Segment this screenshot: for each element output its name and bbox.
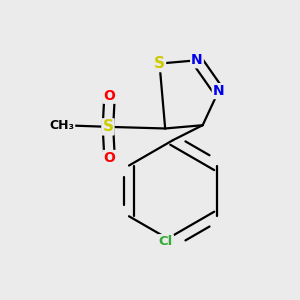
Text: S: S <box>154 56 165 71</box>
Text: O: O <box>103 151 116 165</box>
Text: Cl: Cl <box>159 235 173 248</box>
Text: S: S <box>102 119 113 134</box>
Text: O: O <box>103 89 116 103</box>
Text: N: N <box>191 53 203 67</box>
Text: N: N <box>213 84 224 98</box>
Text: CH₃: CH₃ <box>50 119 75 132</box>
